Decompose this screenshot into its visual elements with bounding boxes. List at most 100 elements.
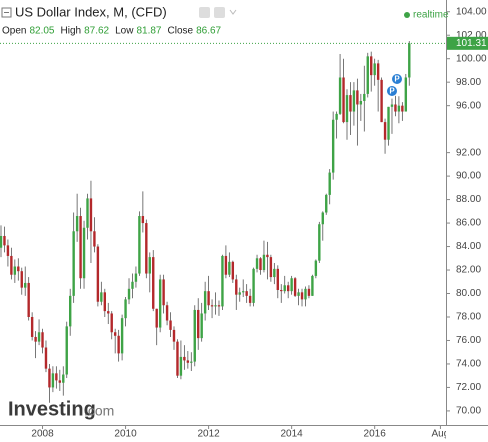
y-tick-label: 76.00 bbox=[456, 335, 481, 346]
close-icon[interactable] bbox=[214, 7, 225, 18]
y-tick-label: 80.00 bbox=[456, 288, 481, 299]
x-tick-label: 2014 bbox=[281, 429, 304, 440]
x-tick-label: 2010 bbox=[114, 429, 137, 440]
candle-body bbox=[242, 291, 245, 293]
event-marker-label: P bbox=[389, 87, 395, 96]
watermark-domain: .com bbox=[84, 403, 114, 419]
candle-body bbox=[335, 113, 338, 120]
candle-body bbox=[190, 361, 193, 363]
event-marker bbox=[386, 85, 398, 97]
ohlc-legend: Open 82.05 High 87.62 Low 81.87 Close 86.67 bbox=[2, 26, 222, 37]
y-tick-label: 72.00 bbox=[456, 382, 481, 393]
candle-body bbox=[331, 119, 335, 173]
candle-body bbox=[69, 295, 72, 327]
last-price-label: 101.31 bbox=[456, 38, 487, 49]
candle-body bbox=[27, 282, 30, 317]
candle-body bbox=[390, 104, 394, 107]
candle-body bbox=[172, 329, 176, 342]
candle-body bbox=[300, 292, 304, 300]
candle-body bbox=[96, 246, 100, 302]
candle-body bbox=[238, 292, 241, 295]
collapse-icon[interactable] bbox=[1, 7, 12, 18]
candle-body bbox=[79, 216, 82, 279]
candle-body bbox=[148, 257, 151, 274]
price-axis: 70.00 72.00 74.00 76.00 78.00 80.00 82.00 84.00… bbox=[446, 6, 487, 417]
candle-body bbox=[6, 245, 10, 256]
candle-body bbox=[297, 292, 300, 296]
legend-value: 82.05 bbox=[29, 26, 54, 37]
candle-body bbox=[141, 216, 145, 224]
candle-body bbox=[134, 273, 138, 282]
candle-body bbox=[404, 77, 408, 112]
x-tick-label: 2008 bbox=[31, 429, 54, 440]
candle-body bbox=[55, 373, 58, 381]
event-marker-label: P bbox=[394, 75, 400, 84]
candle-body bbox=[231, 261, 235, 280]
settings-icon[interactable] bbox=[199, 7, 210, 18]
candle-body bbox=[266, 254, 269, 258]
candle-body bbox=[262, 254, 266, 271]
candle-body bbox=[293, 278, 297, 296]
y-tick-label: 100.00 bbox=[456, 53, 487, 64]
candle-body bbox=[93, 231, 96, 247]
candle-body bbox=[145, 223, 148, 274]
last-price-box bbox=[447, 36, 488, 50]
candle-body bbox=[342, 77, 345, 123]
candle-body bbox=[44, 347, 48, 369]
candle-body bbox=[380, 79, 383, 123]
time-axis: 2008 2010 2012 2014 2016 Aug bbox=[31, 425, 446, 440]
candle-body bbox=[221, 255, 224, 307]
candles bbox=[0, 41, 411, 403]
candle-body bbox=[248, 295, 252, 303]
candle-body bbox=[58, 380, 62, 383]
candle-body bbox=[318, 224, 321, 261]
candle-body bbox=[197, 309, 200, 339]
legend-label: High bbox=[61, 26, 82, 37]
candle-body bbox=[280, 289, 283, 292]
candle-body bbox=[214, 305, 217, 307]
candle-body bbox=[117, 335, 120, 354]
y-tick-label: 88.00 bbox=[456, 194, 481, 205]
candle-body bbox=[304, 288, 307, 300]
candle-body bbox=[107, 311, 110, 314]
y-tick-label: 70.00 bbox=[456, 406, 481, 417]
candle-body bbox=[224, 255, 228, 275]
event-marker bbox=[391, 73, 403, 85]
candle-body bbox=[373, 63, 376, 76]
candle-body bbox=[24, 282, 27, 288]
candle-body bbox=[408, 43, 411, 78]
candle-body bbox=[338, 77, 342, 114]
candle-body bbox=[269, 257, 273, 278]
legend-value: 81.87 bbox=[136, 26, 161, 37]
y-tick-label: 74.00 bbox=[456, 359, 481, 370]
candle-body bbox=[165, 305, 169, 321]
candle-body bbox=[62, 374, 65, 383]
candle-body bbox=[307, 288, 311, 296]
candle-body bbox=[200, 313, 203, 339]
y-tick-label: 82.00 bbox=[456, 265, 481, 276]
candle-body bbox=[345, 95, 349, 123]
candle-body bbox=[10, 255, 13, 275]
candle-body bbox=[245, 291, 248, 296]
candle-body bbox=[286, 285, 290, 292]
candle-body bbox=[370, 56, 373, 76]
candle-body bbox=[356, 90, 359, 105]
candle-body bbox=[162, 279, 165, 306]
candle-body bbox=[203, 291, 207, 314]
candle-body bbox=[273, 268, 276, 278]
candle-body bbox=[72, 231, 75, 296]
candle-body bbox=[158, 279, 162, 328]
x-tick-label: 2012 bbox=[197, 429, 220, 440]
candle-body bbox=[127, 288, 131, 300]
candle-body bbox=[113, 332, 117, 336]
candle-body bbox=[82, 227, 86, 279]
candle-body bbox=[120, 318, 124, 354]
candle-body bbox=[20, 271, 23, 288]
candle-body bbox=[193, 309, 196, 362]
y-tick-label: 96.00 bbox=[456, 100, 481, 111]
candle-body bbox=[155, 308, 158, 328]
dropdown-icon[interactable] bbox=[229, 9, 237, 15]
candle-body bbox=[259, 258, 262, 271]
candle-body bbox=[325, 194, 328, 213]
